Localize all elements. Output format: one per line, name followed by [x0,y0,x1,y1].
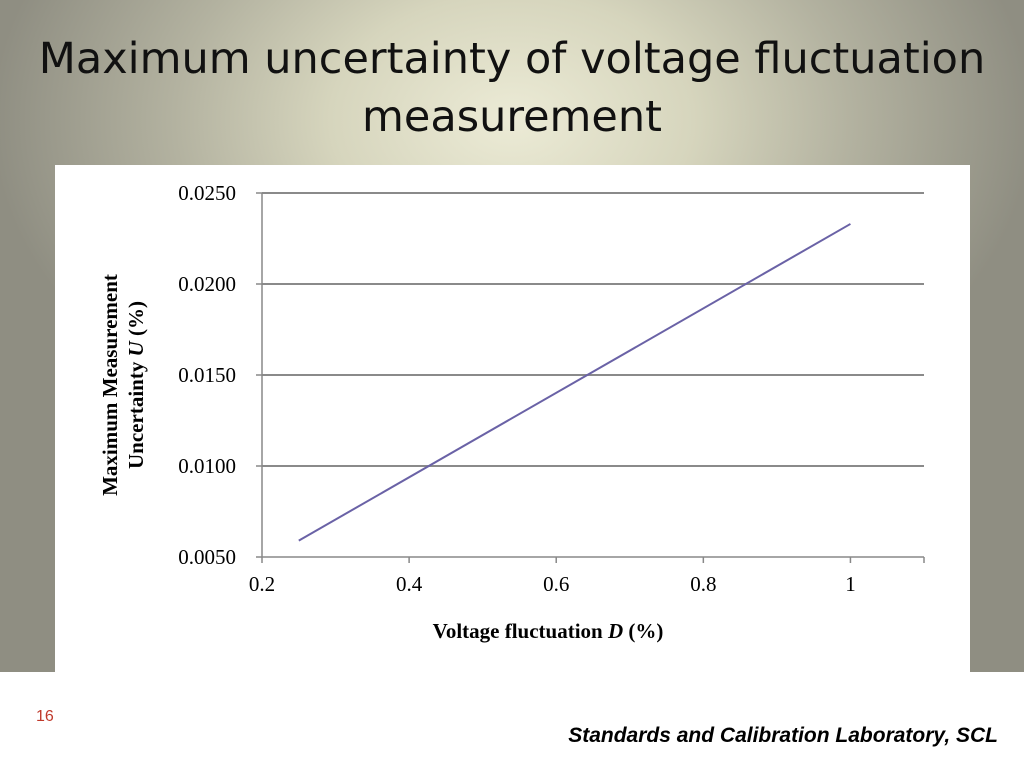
y-tick-label: 0.0150 [178,363,236,387]
y-tick-label: 0.0100 [178,454,236,478]
y-tick-label: 0.0050 [178,545,236,569]
x-tick-label: 0.6 [543,572,569,596]
x-tick-label: 0.4 [396,572,423,596]
y-axis-title-line2: Uncertainty U (%) [124,301,148,469]
y-axis-title-variable: U [124,339,148,356]
x-tick-label: 1 [845,572,856,596]
x-axis-title-variable: D [607,619,623,643]
y-tick-label: 0.0200 [178,272,236,296]
line-chart: 0.0050 0.0100 0.0150 0.0200 0.0250 0.2 0.4 0.6 0… [98,181,925,643]
x-tick-label: 0.8 [690,572,716,596]
y-tick-label: 0.0250 [178,181,236,205]
y-axis-title-line1: Maximum Measurement [98,274,122,496]
page-number: 16 [36,708,54,725]
x-axis-title-unit: (%) [623,619,663,643]
chart-panel: 0.0050 0.0100 0.0150 0.0200 0.0250 0.2 0.4 0.6 0… [55,165,970,672]
series-layer [298,223,851,542]
y-axis-title-unit: (%) [124,301,148,341]
x-axis-title: Voltage fluctuation D (%) [433,619,664,643]
y-axis-title-text: Uncertainty [124,356,148,469]
x-tick-label: 0.2 [249,572,275,596]
axes [261,193,924,558]
footer-text: Standards and Calibration Laboratory, SC… [568,724,998,747]
gridlines [256,192,925,563]
series-line [298,223,851,542]
slide-title: Maximum uncertainty of voltage fluctuati… [38,34,986,142]
tick-labels: 0.0050 0.0100 0.0150 0.0200 0.0250 0.2 0.4 0.6 0… [178,181,855,596]
x-axis-title-text: Voltage fluctuation [433,619,608,643]
